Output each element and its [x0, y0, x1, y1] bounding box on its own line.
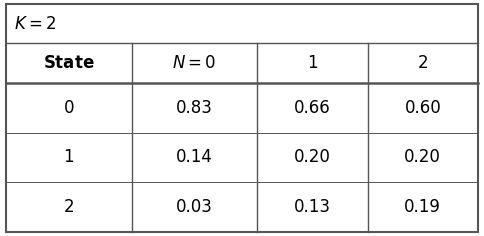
Text: 1: 1 [307, 54, 318, 72]
Text: 2: 2 [63, 198, 74, 216]
Text: 0: 0 [63, 99, 74, 117]
Text: 0.03: 0.03 [176, 198, 213, 216]
Text: 0.14: 0.14 [176, 148, 213, 166]
Text: $N = 0$: $N = 0$ [172, 54, 216, 72]
Text: 0.60: 0.60 [405, 99, 441, 117]
Text: 0.13: 0.13 [294, 198, 331, 216]
Text: 0.83: 0.83 [176, 99, 213, 117]
Text: $K = 2$: $K = 2$ [14, 15, 56, 33]
Text: 1: 1 [63, 148, 74, 166]
Text: 0.20: 0.20 [404, 148, 441, 166]
Text: $\mathbf{State}$: $\mathbf{State}$ [43, 54, 94, 72]
Text: 0.66: 0.66 [294, 99, 331, 117]
Text: 0.19: 0.19 [404, 198, 441, 216]
Text: 0.20: 0.20 [294, 148, 331, 166]
Text: 2: 2 [418, 54, 428, 72]
